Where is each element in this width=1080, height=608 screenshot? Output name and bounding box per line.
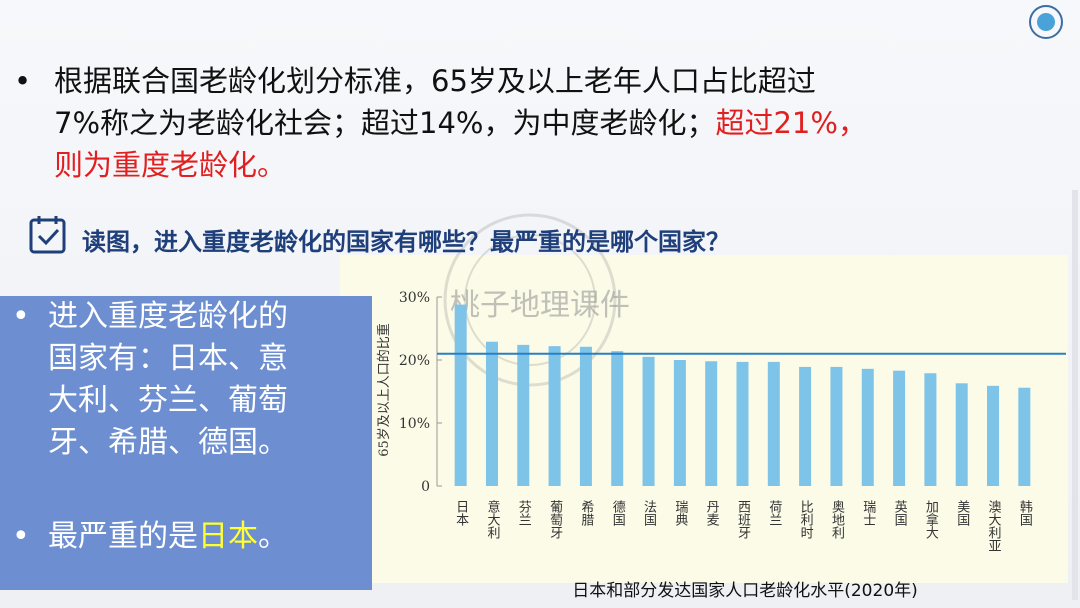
bar xyxy=(893,370,906,486)
watermark-circles xyxy=(443,213,617,387)
bar xyxy=(736,361,749,486)
x-tick-label: 加拿大 xyxy=(923,500,939,539)
bar xyxy=(987,385,1000,486)
bullet: • xyxy=(12,519,30,554)
answer-text: 国家有：日本、意 xyxy=(48,341,288,376)
bar xyxy=(924,373,937,486)
intro-highlight: 超过21%， xyxy=(715,106,867,140)
answer-text: 最严重的是 xyxy=(48,519,198,554)
answer-row: 大利、芬兰、葡萄 xyxy=(0,380,372,422)
x-tick-label: 芬兰 xyxy=(516,500,532,526)
y-tick-label: 30% xyxy=(399,290,430,306)
bullet: • xyxy=(14,64,32,98)
y-tick-label: 10% xyxy=(399,416,430,432)
answer-row: • 进入重度老龄化的 xyxy=(0,296,372,338)
answer-row: 国家有：日本、意 xyxy=(0,338,372,380)
bar xyxy=(485,341,498,486)
intro-text: 7%称之为老龄化社会；超过14%，为中度老龄化； xyxy=(54,106,716,140)
x-tick-label: 意大利 xyxy=(484,499,500,539)
x-tick-label: 葡萄牙 xyxy=(547,500,563,539)
bar xyxy=(955,383,968,486)
x-tick-label: 澳大利亚 xyxy=(986,499,1002,552)
bar xyxy=(642,356,655,486)
question: 读图，进入重度老龄化的国家有哪些？最严重的是哪个国家？ xyxy=(82,228,730,256)
x-tick-label: 丹麦 xyxy=(704,500,720,526)
bar xyxy=(799,366,812,486)
x-tick-label: 日本 xyxy=(453,500,469,526)
x-tick-label: 比利时 xyxy=(798,500,814,539)
answer-text: 牙、希腊、德国。 xyxy=(48,425,288,460)
bar xyxy=(705,361,718,486)
bar xyxy=(454,304,467,486)
answer-text: 。 xyxy=(258,519,288,554)
watermark: 桃子地理课件 xyxy=(450,288,630,323)
x-tick-label: 希腊 xyxy=(578,500,594,527)
answer-box: • 进入重度老龄化的 国家有：日本、意 大利、芬兰、葡萄 牙、希腊、德国。 • 最严重的是… xyxy=(0,296,372,590)
answer-lines: • 进入重度老龄化的 国家有：日本、意 大利、芬兰、葡萄 牙、希腊、德国。 xyxy=(0,296,372,464)
answer-highlight: 日本 xyxy=(198,519,258,554)
answer-row: 牙、希腊、德国。 xyxy=(0,422,372,464)
answer-text: 大利、芬兰、葡萄 xyxy=(48,383,288,418)
x-tick-label: 韩国 xyxy=(1017,500,1033,526)
y-axis-label: 65岁及以上人口的比重 xyxy=(376,323,392,457)
chart-caption: 日本和部分发达国家人口老龄化水平(2020年) xyxy=(572,581,918,601)
y-tick-label: 20% xyxy=(399,353,430,369)
bar xyxy=(517,344,530,486)
x-tick-label: 英国 xyxy=(892,500,908,526)
x-tick-label: 德国 xyxy=(610,500,626,526)
intro-text: 根据联合国老龄化划分标准，65岁及以上老年人口占比超过 xyxy=(54,64,816,98)
bar xyxy=(548,346,561,486)
bar xyxy=(611,351,624,486)
y-tick-label: 0 xyxy=(421,479,430,495)
bar xyxy=(673,360,686,486)
check-icon xyxy=(29,216,66,254)
x-tick-label: 瑞典 xyxy=(672,500,688,526)
bar xyxy=(861,368,874,486)
edge-bar xyxy=(1072,190,1078,600)
x-tick-label: 法国 xyxy=(641,500,657,526)
answer-text: 进入重度老龄化的 xyxy=(48,299,288,334)
bar xyxy=(830,366,843,486)
x-tick-label: 奥地利 xyxy=(829,500,845,539)
x-tick-label: 西班牙 xyxy=(735,500,751,539)
bullet: • xyxy=(12,299,30,334)
x-tick-label: 瑞士 xyxy=(860,500,876,526)
bar xyxy=(767,361,780,486)
bar xyxy=(1018,387,1031,486)
x-tick-label: 美国 xyxy=(954,500,970,526)
bar xyxy=(579,346,592,486)
intro-highlight: 则为重度老龄化。 xyxy=(54,148,287,182)
logo xyxy=(1029,5,1063,39)
intro: • 根据联合国老龄化划分标准，65岁及以上老年人口占比超过 7%称之为老龄化社会；… xyxy=(14,60,867,186)
x-tick-label: 荷兰 xyxy=(766,500,782,526)
